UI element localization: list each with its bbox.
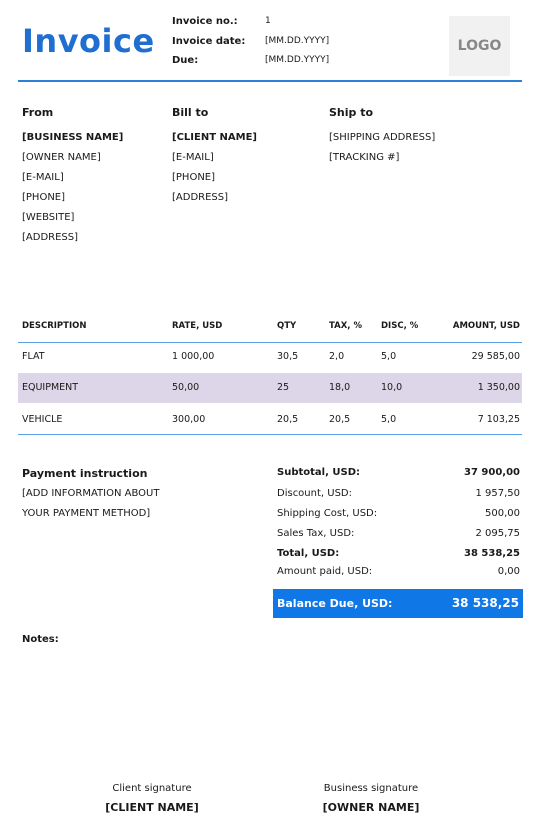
col-description-header: DESCRIPTION bbox=[22, 321, 87, 331]
total-value: 38 538,25 bbox=[464, 548, 520, 559]
cell-amount: 29 585,00 bbox=[471, 351, 520, 362]
cell-disc: 5,0 bbox=[381, 351, 397, 362]
bill-to-heading: Bill to bbox=[172, 106, 209, 119]
balance-due-value: 38 538,25 bbox=[451, 596, 519, 610]
col-qty-header: QTY bbox=[277, 321, 297, 331]
from-business-name: [BUSINESS NAME] bbox=[22, 132, 124, 143]
from-address: [ADDRESS] bbox=[22, 232, 79, 243]
table-top-rule bbox=[18, 342, 522, 343]
bill-to-phone: [PHONE] bbox=[172, 172, 216, 183]
bill-to-address: [ADDRESS] bbox=[172, 192, 229, 203]
from-block: [BUSINESS NAME] [OWNER NAME] [E-MAIL] [P… bbox=[22, 128, 123, 248]
from-owner-name: [OWNER NAME] bbox=[22, 152, 101, 163]
invoice-date-value: [MM.DD.YYYY] bbox=[265, 36, 330, 46]
invoice-title: Invoice bbox=[22, 22, 155, 60]
shipping-value: 500,00 bbox=[485, 508, 520, 519]
bill-to-email: [E-MAIL] bbox=[172, 152, 214, 163]
cell-description: EQUIPMENT bbox=[22, 382, 79, 393]
subtotal-value: 37 900,00 bbox=[464, 467, 520, 478]
cell-description: FLAT bbox=[22, 351, 45, 362]
cell-disc: 5,0 bbox=[381, 414, 397, 425]
col-amount-header: AMOUNT, USD bbox=[452, 321, 520, 331]
bill-to-client-name: [CLIENT NAME] bbox=[172, 132, 257, 143]
cell-disc: 10,0 bbox=[381, 382, 403, 393]
from-phone: [PHONE] bbox=[22, 192, 66, 203]
cell-rate: 1 000,00 bbox=[172, 351, 215, 362]
bill-to-block: [CLIENT NAME] [E-MAIL] [PHONE] [ADDRESS] bbox=[172, 128, 257, 208]
cell-tax: 2,0 bbox=[329, 351, 345, 362]
business-signature-caption: Business signature bbox=[323, 783, 419, 794]
invoice-no-value: 1 bbox=[265, 16, 271, 26]
from-heading: From bbox=[22, 106, 54, 119]
amount-paid-value: 0,00 bbox=[497, 566, 520, 577]
subtotal-label: Subtotal, USD: bbox=[277, 467, 360, 478]
shipping-label: Shipping Cost, USD: bbox=[277, 508, 378, 519]
business-signature-name: [OWNER NAME] bbox=[322, 801, 420, 814]
discount-label: Discount, USD: bbox=[277, 488, 352, 499]
header-divider bbox=[18, 80, 522, 82]
client-signature-caption: Client signature bbox=[112, 783, 192, 794]
cell-qty: 20,5 bbox=[277, 414, 299, 425]
logo-placeholder: LOGO bbox=[449, 16, 510, 76]
payment-line: YOUR PAYMENT METHOD] bbox=[22, 508, 151, 519]
payment-info: [ADD INFORMATION ABOUT YOUR PAYMENT METH… bbox=[22, 484, 159, 524]
cell-tax: 18,0 bbox=[329, 382, 351, 393]
cell-amount: 1 350,00 bbox=[477, 382, 520, 393]
table-bottom-rule bbox=[18, 434, 522, 435]
sales-tax-label: Sales Tax, USD: bbox=[277, 528, 355, 539]
ship-to-block: [SHIPPING ADDRESS] [TRACKING #] bbox=[329, 128, 435, 168]
invoice-no-label: Invoice no.: bbox=[172, 16, 238, 27]
notes-label: Notes: bbox=[22, 634, 59, 645]
col-disc-header: DISC, % bbox=[381, 321, 419, 331]
table-row-highlight bbox=[18, 373, 522, 403]
from-email: [E-MAIL] bbox=[22, 172, 64, 183]
amount-paid-label: Amount paid, USD: bbox=[277, 566, 373, 577]
logo-text: LOGO bbox=[457, 38, 502, 54]
from-website: [WEBSITE] bbox=[22, 212, 75, 223]
ship-to-tracking: [TRACKING #] bbox=[329, 152, 400, 163]
ship-to-address: [SHIPPING ADDRESS] bbox=[329, 132, 436, 143]
cell-rate: 300,00 bbox=[172, 414, 206, 425]
col-rate-header: RATE, USD bbox=[172, 321, 223, 331]
balance-due-label: Balance Due, USD: bbox=[277, 597, 393, 610]
cell-tax: 20,5 bbox=[329, 414, 351, 425]
payment-line: [ADD INFORMATION ABOUT bbox=[22, 488, 160, 499]
due-value: [MM.DD.YYYY] bbox=[265, 55, 330, 65]
due-label: Due: bbox=[172, 55, 199, 66]
col-tax-header: TAX, % bbox=[329, 321, 362, 331]
total-label: Total, USD: bbox=[277, 548, 340, 559]
sales-tax-value: 2 095,75 bbox=[475, 528, 520, 539]
cell-amount: 7 103,25 bbox=[477, 414, 520, 425]
ship-to-heading: Ship to bbox=[329, 106, 374, 119]
payment-heading: Payment instruction bbox=[22, 467, 148, 480]
balance-due-box: Balance Due, USD: 38 538,25 bbox=[273, 589, 523, 618]
discount-value: 1 957,50 bbox=[475, 488, 520, 499]
client-signature-name: [CLIENT NAME] bbox=[105, 801, 199, 814]
cell-qty: 25 bbox=[277, 382, 290, 393]
cell-rate: 50,00 bbox=[172, 382, 200, 393]
cell-qty: 30,5 bbox=[277, 351, 299, 362]
invoice-date-label: Invoice date: bbox=[172, 36, 246, 47]
cell-description: VEHICLE bbox=[22, 414, 63, 425]
